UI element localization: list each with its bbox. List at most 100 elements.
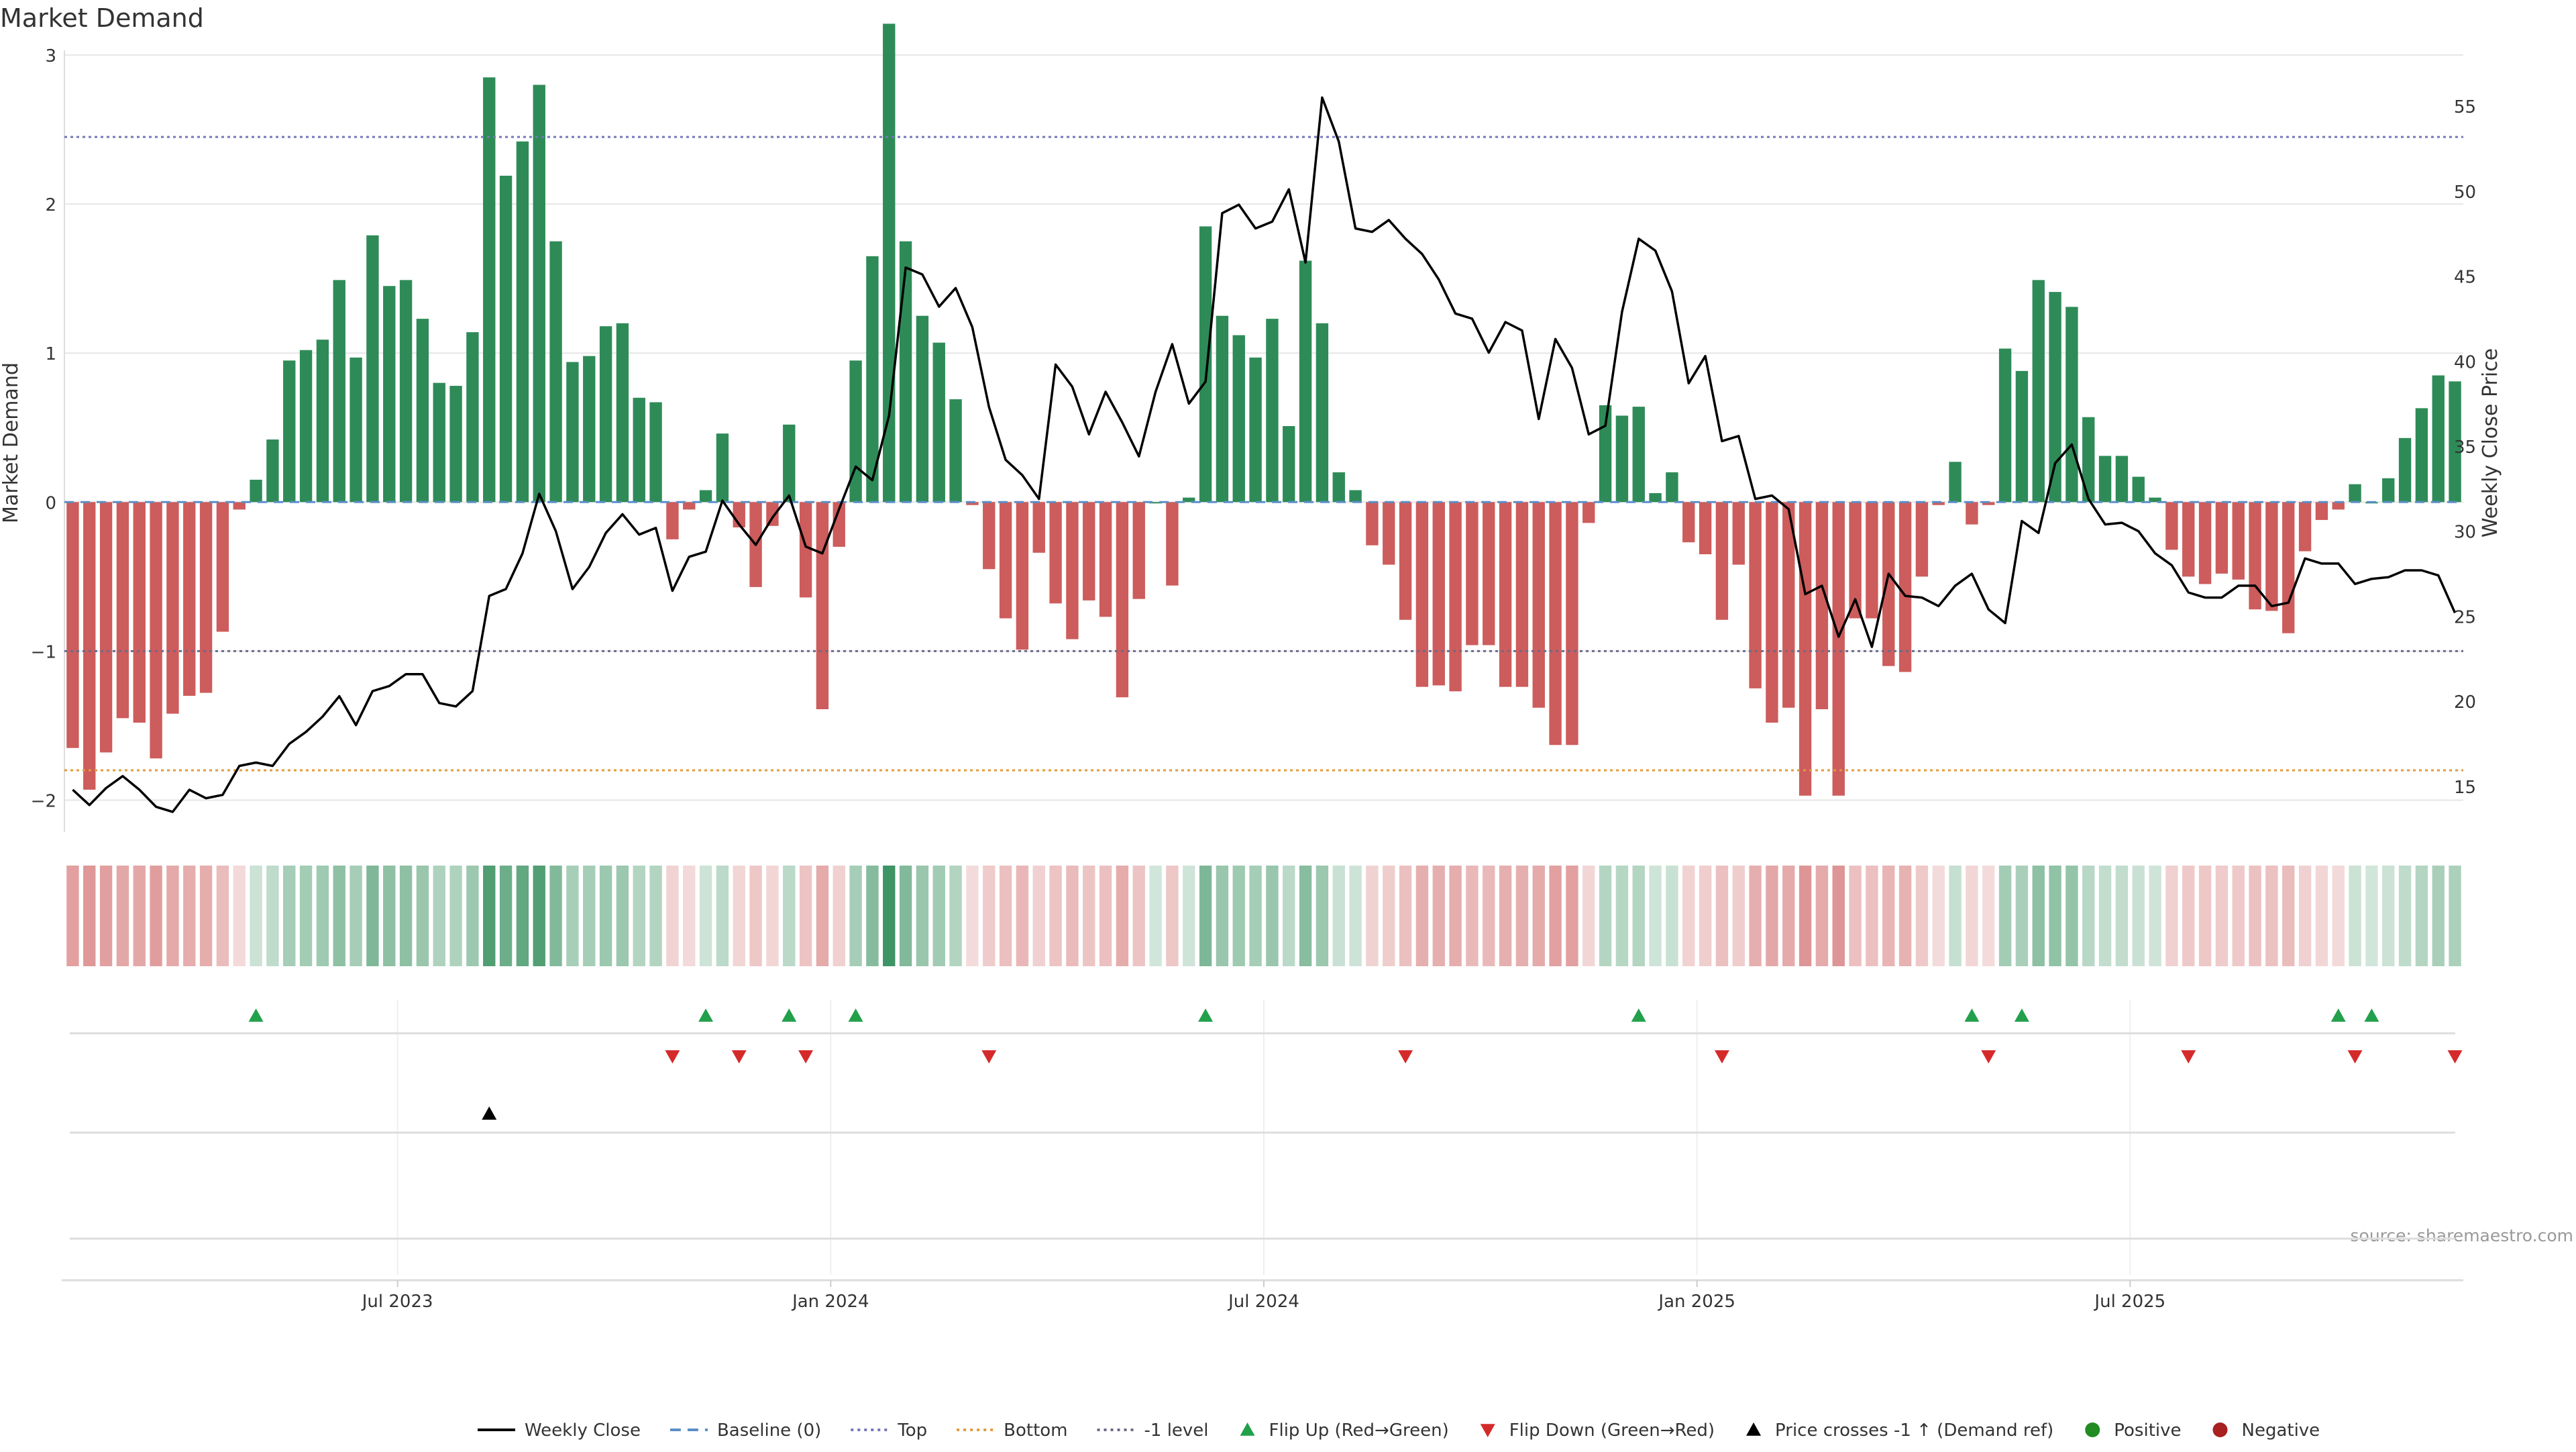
legend-item: Bottom [957,1420,1068,1441]
demand-bar [983,502,996,570]
legend-label: Positive [2114,1420,2181,1441]
x-tick-label: Jul 2024 [1227,1292,1299,1312]
demand-bar [766,502,779,526]
demand-bar [966,502,979,505]
demand-bar [633,397,645,503]
heat-cell [2315,866,2328,966]
legend-item: Flip Up (Red→Green) [1240,1420,1449,1441]
heat-cell [999,866,1012,966]
legend-label: Bottom [1004,1420,1067,1441]
demand-bar [1966,502,1978,525]
demand-bar [1299,260,1312,503]
flip-up-marker [1198,1008,1214,1022]
y-tick-label: 3 [45,46,56,66]
heat-cell [1898,866,1912,966]
heat-cell [2032,866,2045,966]
heat-cell [1766,866,1778,966]
heat-cell [2432,866,2445,966]
heat-cell [2149,866,2161,966]
flip-up-marker [2330,1008,2346,1022]
heat-cell [616,866,629,966]
heat-cell [1749,866,1762,966]
demand-bar [2032,280,2045,503]
demand-bar [483,77,496,503]
demand-bar [533,85,545,503]
heat-cell [2098,866,2112,966]
heat-cell [2015,866,2029,966]
flip-up-marker [248,1008,264,1022]
heat-cell [1149,866,1162,966]
heat-cell [549,866,562,966]
heat-cell [1982,866,1995,966]
heat-cell [1383,866,1395,966]
demand-bar [1466,502,1479,645]
heat-cell [2198,866,2212,966]
demand-bar [866,256,879,503]
x-axis-ticks: Jul 2023 Jan 2024 Jul 2024 Jan 2025 Jul 2025 [361,1280,2165,1312]
heat-cell [583,866,596,966]
y2-tick-label: 25 [2454,607,2476,627]
heat-cell [99,866,113,966]
demand-bar [1666,472,1678,503]
demand-bar [99,502,113,753]
demand-bar [2049,292,2061,503]
heat-cell [1882,866,1895,966]
heat-cell [1915,866,1929,966]
demand-bar [2265,502,2278,611]
heat-cell [2265,866,2278,966]
demand-bar [466,332,479,503]
heat-cell [666,866,679,966]
y2-tick-label: 40 [2454,352,2476,372]
demand-bar [2282,502,2295,633]
y2-axis-ticks: 15 20 25 30 35 40 45 50 55 [2454,97,2476,798]
chart-title: Market Demand [0,3,204,33]
y-axis-label: Market Demand [0,362,23,523]
heat-cell [2165,866,2178,966]
circle-icon [2212,1422,2228,1437]
weekly-close-series [72,96,2457,813]
demand-bar [2298,502,2312,552]
demand-bar [1915,502,1929,577]
demand-bar [1199,226,1212,503]
demand-bar [316,340,329,503]
heat-cell [816,866,829,966]
demand-bar [2232,502,2245,580]
legend-label: Flip Down (Green→Red) [1509,1420,1715,1441]
heat-cell [699,866,712,966]
demand-bar [1832,502,1845,796]
demand-bar [549,241,562,503]
demand-bar [433,382,445,503]
demand-bar [1449,502,1462,692]
demand-bar [1266,319,1279,503]
demand-bar [66,502,79,748]
demand-bar [2432,375,2445,503]
heat-cell [66,866,79,966]
demand-bar [299,350,313,503]
heat-cell [449,866,462,966]
heat-cell [1566,866,1578,966]
heat-cell [1799,866,1812,966]
heat-cell [2298,866,2312,966]
flip-up-marker [698,1008,714,1022]
heat-cell [1166,866,1179,966]
demand-bar [2182,502,2195,577]
heat-cell [1932,866,1945,966]
heat-cell [1782,866,1795,966]
heat-cell [2282,866,2295,966]
flip-down-marker [1714,1050,1729,1064]
heat-cell [1283,866,1295,966]
heat-cell [250,866,262,966]
flip-up-marker [1964,1008,1980,1022]
legend-label: Price crosses -1 ↑ (Demand ref) [1775,1420,2053,1441]
heat-cell [216,866,229,966]
heat-cell [649,866,662,966]
demand-bar [383,286,396,503]
heat-cell [2215,866,2229,966]
flip-down-marker [2181,1050,2196,1064]
demand-bar [1515,502,1529,687]
heat-cell [1066,866,1079,966]
heat-cell [916,866,929,966]
demand-bar [1982,502,1995,505]
demand-bar [2098,456,2112,503]
demand-bar [1232,335,1245,503]
